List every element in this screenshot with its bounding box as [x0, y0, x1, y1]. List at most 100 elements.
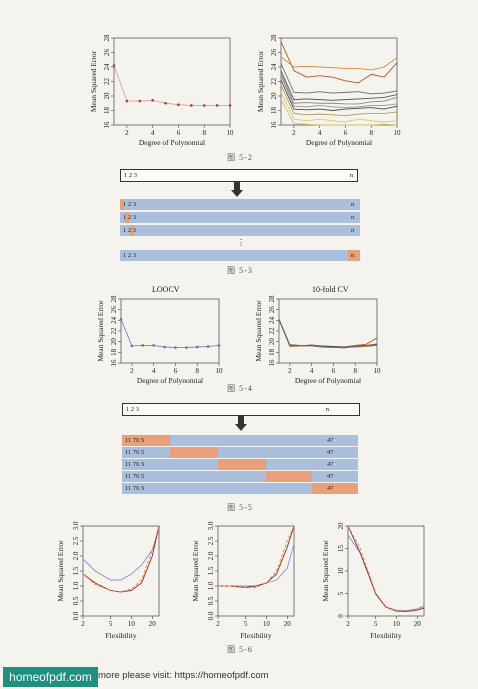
down-arrow-head: [231, 190, 243, 197]
x-tick-label: 10: [393, 620, 401, 628]
y-tick-label: 16: [103, 121, 111, 129]
data-point: [206, 345, 210, 348]
y-tick-label: 18: [270, 107, 278, 115]
validation-segment: [218, 459, 266, 470]
x-tick-label: 5: [109, 620, 113, 628]
loocv-split-row: 1 2 3 n: [120, 250, 360, 261]
plot-frame: [82, 525, 160, 617]
row-n: n: [351, 252, 355, 259]
y-tick-label: 16: [270, 121, 278, 129]
x-axis-label: Flexibility: [370, 631, 402, 640]
y-tick-label: 18: [110, 348, 118, 356]
footer-note[interactable]: more please visit: https://homeofpdf.com: [98, 670, 269, 681]
x-axis-label: Degree of Polynomial: [306, 138, 372, 147]
row-label: 1 2 3: [123, 252, 136, 259]
top-bar-label: 1 2 3: [124, 172, 137, 179]
figure-5-6-right-chart: 2 5 10 20 0 5 10 15 20 Flexibility Mean Squared Er…: [321, 522, 425, 640]
row-n: 47: [327, 437, 334, 444]
y-tick-label: 15: [337, 545, 345, 553]
y-tick-label: 0.5: [207, 596, 215, 605]
figure-5-6-middle-chart: 2 5 10 20 0.0 0.5 1.0 1.5 2.0 2.5 3.0 Flexibility Me…: [191, 521, 295, 640]
series-line: [280, 41, 398, 84]
validation-segment: [122, 435, 170, 446]
y-tick-label: 3.0: [207, 521, 215, 530]
plot-frame: [120, 298, 220, 364]
x-tick-label: 10: [227, 129, 235, 137]
validation-segment: [170, 447, 218, 458]
x-tick-label: 4: [152, 367, 156, 375]
data-point: [190, 104, 193, 107]
data-point: [195, 345, 199, 349]
row-label: 1 2 3: [123, 214, 136, 221]
x-tick-label: 4: [318, 129, 322, 137]
y-tick-label: 28: [110, 295, 118, 303]
x-axis-label: Flexibility: [240, 631, 272, 640]
y-tick-label: 22: [103, 78, 111, 86]
kfold-split-row: 11 76 5 47: [122, 447, 358, 458]
x-tick-label: 20: [284, 620, 292, 628]
series-line: [347, 534, 425, 612]
x-tick-label: 10: [394, 129, 402, 137]
x-tick-label: 8: [195, 367, 199, 375]
x-tick-label: 2: [216, 620, 220, 628]
series-line: [280, 99, 398, 126]
y-axis-label: Mean Squared Error: [56, 540, 65, 602]
series-line: [280, 56, 398, 71]
y-tick-label: 1.5: [207, 566, 215, 575]
validation-segment: [120, 199, 124, 210]
plot-frame: [347, 525, 425, 617]
series-line: [278, 319, 378, 348]
y-tick-label: 18: [103, 107, 111, 115]
data-point: [164, 101, 167, 105]
row-n: 47: [327, 473, 334, 480]
y-axis-label: Mean Squared Error: [254, 300, 263, 362]
site-logo[interactable]: homeofpdf.com: [3, 667, 98, 687]
series-line: [113, 65, 230, 106]
x-tick-label: 2: [346, 620, 350, 628]
series-line: [280, 70, 398, 101]
fig-5-5-top-bar: 1 2 3 n: [122, 403, 360, 416]
data-point: [130, 344, 134, 348]
series-line: [280, 79, 398, 111]
y-axis-label: Mean Squared Error: [256, 50, 265, 112]
y-tick-label: 2.0: [72, 551, 80, 560]
y-axis-label: Mean Squared Error: [89, 50, 98, 112]
row-label: 11 76 5: [125, 485, 145, 492]
x-axis-label: Flexibility: [105, 631, 137, 640]
y-tick-label: 22: [270, 78, 278, 86]
figure-5-5-caption: 图 5-5: [227, 503, 253, 512]
series-line: [278, 319, 378, 348]
y-tick-label: 24: [268, 316, 276, 324]
y-tick-label: 1.0: [207, 581, 215, 590]
series-line: [218, 525, 295, 588]
figure-5-2-caption: 图 5-2: [227, 153, 253, 162]
kfold-split-row: 11 76 5 47: [122, 483, 358, 494]
loocv-title: LOOCV: [152, 285, 180, 294]
row-n: 47: [327, 449, 334, 456]
row-label: 1 2 3: [123, 201, 136, 208]
y-tick-label: 20: [110, 338, 118, 346]
x-tick-label: 5: [374, 620, 378, 628]
data-point: [138, 99, 142, 103]
x-tick-label: 20: [414, 620, 422, 628]
series-line: [278, 319, 378, 349]
y-tick-label: 5: [337, 591, 345, 595]
top-bar-n: n: [349, 172, 353, 179]
y-tick-label: 0: [337, 614, 345, 618]
loocv-split-row: 1 2 3 n: [120, 199, 360, 210]
loocv-split-row: 1 2 3 n: [120, 212, 360, 223]
x-tick-label: 6: [344, 129, 348, 137]
x-tick-label: 8: [369, 129, 373, 137]
y-tick-label: 28: [270, 34, 278, 42]
y-tick-label: 26: [110, 306, 118, 314]
data-point: [151, 99, 154, 102]
y-tick-label: 20: [103, 92, 111, 100]
x-tick-label: 10: [128, 620, 136, 628]
plot-frame: [278, 298, 378, 364]
y-axis-label: Mean Squared Error: [191, 540, 200, 602]
x-tick-label: 10: [374, 367, 382, 375]
row-n: n: [351, 201, 355, 208]
series-line: [218, 525, 295, 588]
